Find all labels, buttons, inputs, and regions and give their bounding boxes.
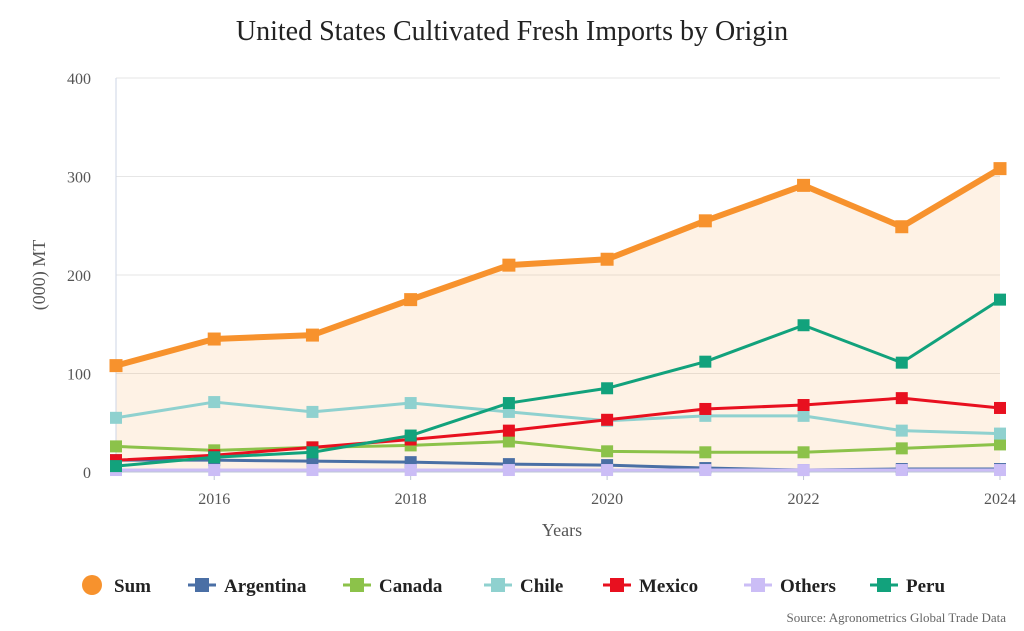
y-axis-title: (000) MT (29, 240, 50, 311)
chile-point[interactable] (404, 397, 417, 410)
legend-symbol (751, 578, 765, 592)
others-point[interactable] (601, 464, 614, 477)
sum-line (113, 165, 1003, 369)
y-tick-label: 0 (83, 465, 91, 482)
canada-point[interactable] (895, 442, 908, 455)
mexico-point[interactable] (502, 424, 515, 437)
peru-line (114, 298, 1002, 468)
series-sum (109, 162, 1007, 373)
legend-symbol (350, 578, 364, 592)
x-tick-label: 2024 (984, 491, 1016, 508)
sum-point[interactable] (698, 214, 712, 228)
sum-point[interactable] (797, 178, 811, 192)
peru-point[interactable] (699, 355, 712, 368)
mexico-point[interactable] (797, 399, 810, 412)
mexico-line (114, 396, 1002, 462)
legend-symbol (195, 578, 209, 592)
canada-point[interactable] (502, 435, 515, 448)
peru-point[interactable] (895, 356, 908, 369)
chile-point[interactable] (994, 427, 1006, 440)
sum-area (116, 168, 1000, 472)
mexico-point[interactable] (601, 413, 614, 426)
x-tick-label: 2022 (788, 491, 820, 508)
canada-point[interactable] (110, 440, 122, 453)
peru-point[interactable] (110, 460, 122, 473)
legend-symbol (82, 575, 102, 595)
legend-label: Chile (520, 576, 563, 597)
series-others (110, 464, 1006, 477)
mexico-point[interactable] (895, 392, 908, 405)
sum-point[interactable] (305, 328, 319, 342)
legend-symbol (877, 578, 891, 592)
others-point[interactable] (895, 464, 908, 477)
legend-item-canada[interactable]: Canada (343, 576, 443, 597)
chile-point[interactable] (797, 409, 810, 422)
legend-label: Mexico (639, 576, 698, 597)
x-axis-title: Years (542, 520, 582, 540)
y-tick-label: 300 (67, 170, 91, 187)
peru-point[interactable] (306, 446, 319, 459)
chile-line (114, 400, 1002, 436)
others-point[interactable] (208, 464, 221, 477)
sum-point[interactable] (600, 252, 614, 266)
sum-point[interactable] (207, 332, 221, 346)
legend-item-sum[interactable]: Sum (82, 575, 151, 597)
sum-point[interactable] (404, 293, 418, 307)
legend-symbol (491, 578, 505, 592)
peru-point[interactable] (208, 451, 221, 464)
legend-item-others[interactable]: Others (744, 576, 836, 597)
source-note: Source: Agronometrics Global Trade Data (786, 610, 1006, 625)
others-point[interactable] (699, 464, 712, 477)
x-tick-label: 2016 (198, 491, 230, 508)
legend-label: Sum (114, 576, 151, 597)
chile-point[interactable] (895, 424, 908, 437)
grid-lines (116, 77, 1000, 374)
legend-label: Argentina (224, 576, 307, 597)
canada-point[interactable] (699, 446, 712, 459)
legend: Sum Argentina Canada Chile Mexico Others Peru (82, 575, 945, 597)
sum-area-fill (116, 168, 1000, 472)
legend-label: Others (780, 576, 836, 597)
mexico-point[interactable] (994, 401, 1006, 414)
peru-point[interactable] (601, 382, 614, 395)
others-point[interactable] (797, 464, 810, 477)
x-tick-label: 2018 (395, 491, 427, 508)
others-point[interactable] (994, 464, 1006, 477)
canada-point[interactable] (994, 438, 1006, 451)
canada-point[interactable] (797, 446, 810, 459)
y-tick-label: 100 (67, 367, 91, 384)
y-tick-label: 400 (67, 71, 91, 88)
sum-point[interactable] (502, 258, 516, 272)
legend-symbol (610, 578, 624, 592)
x-tick-label: 2020 (591, 491, 623, 508)
legend-label: Canada (379, 576, 443, 597)
peru-point[interactable] (994, 293, 1006, 306)
canada-point[interactable] (601, 445, 614, 458)
peru-point[interactable] (502, 397, 515, 410)
peru-point[interactable] (404, 429, 417, 442)
series-peru (110, 293, 1006, 473)
legend-item-chile[interactable]: Chile (484, 576, 563, 597)
chile-point[interactable] (208, 396, 221, 409)
y-tick-label: 200 (67, 268, 91, 285)
peru-point[interactable] (797, 319, 810, 332)
chile-point[interactable] (306, 405, 319, 418)
legend-label: Peru (906, 576, 945, 597)
canada-line (114, 439, 1002, 454)
legend-item-argentina[interactable]: Argentina (188, 576, 307, 597)
others-point[interactable] (502, 464, 515, 477)
mexico-point[interactable] (699, 402, 712, 415)
series-lines (109, 162, 1007, 477)
others-point[interactable] (306, 464, 319, 477)
chart-title: United States Cultivated Fresh Imports b… (236, 16, 788, 47)
legend-item-mexico[interactable]: Mexico (603, 576, 698, 597)
sum-point[interactable] (109, 359, 123, 373)
sum-point[interactable] (993, 162, 1007, 176)
chile-point[interactable] (110, 411, 122, 424)
others-point[interactable] (404, 464, 417, 477)
legend-item-peru[interactable]: Peru (870, 576, 945, 597)
sum-point[interactable] (895, 220, 909, 234)
